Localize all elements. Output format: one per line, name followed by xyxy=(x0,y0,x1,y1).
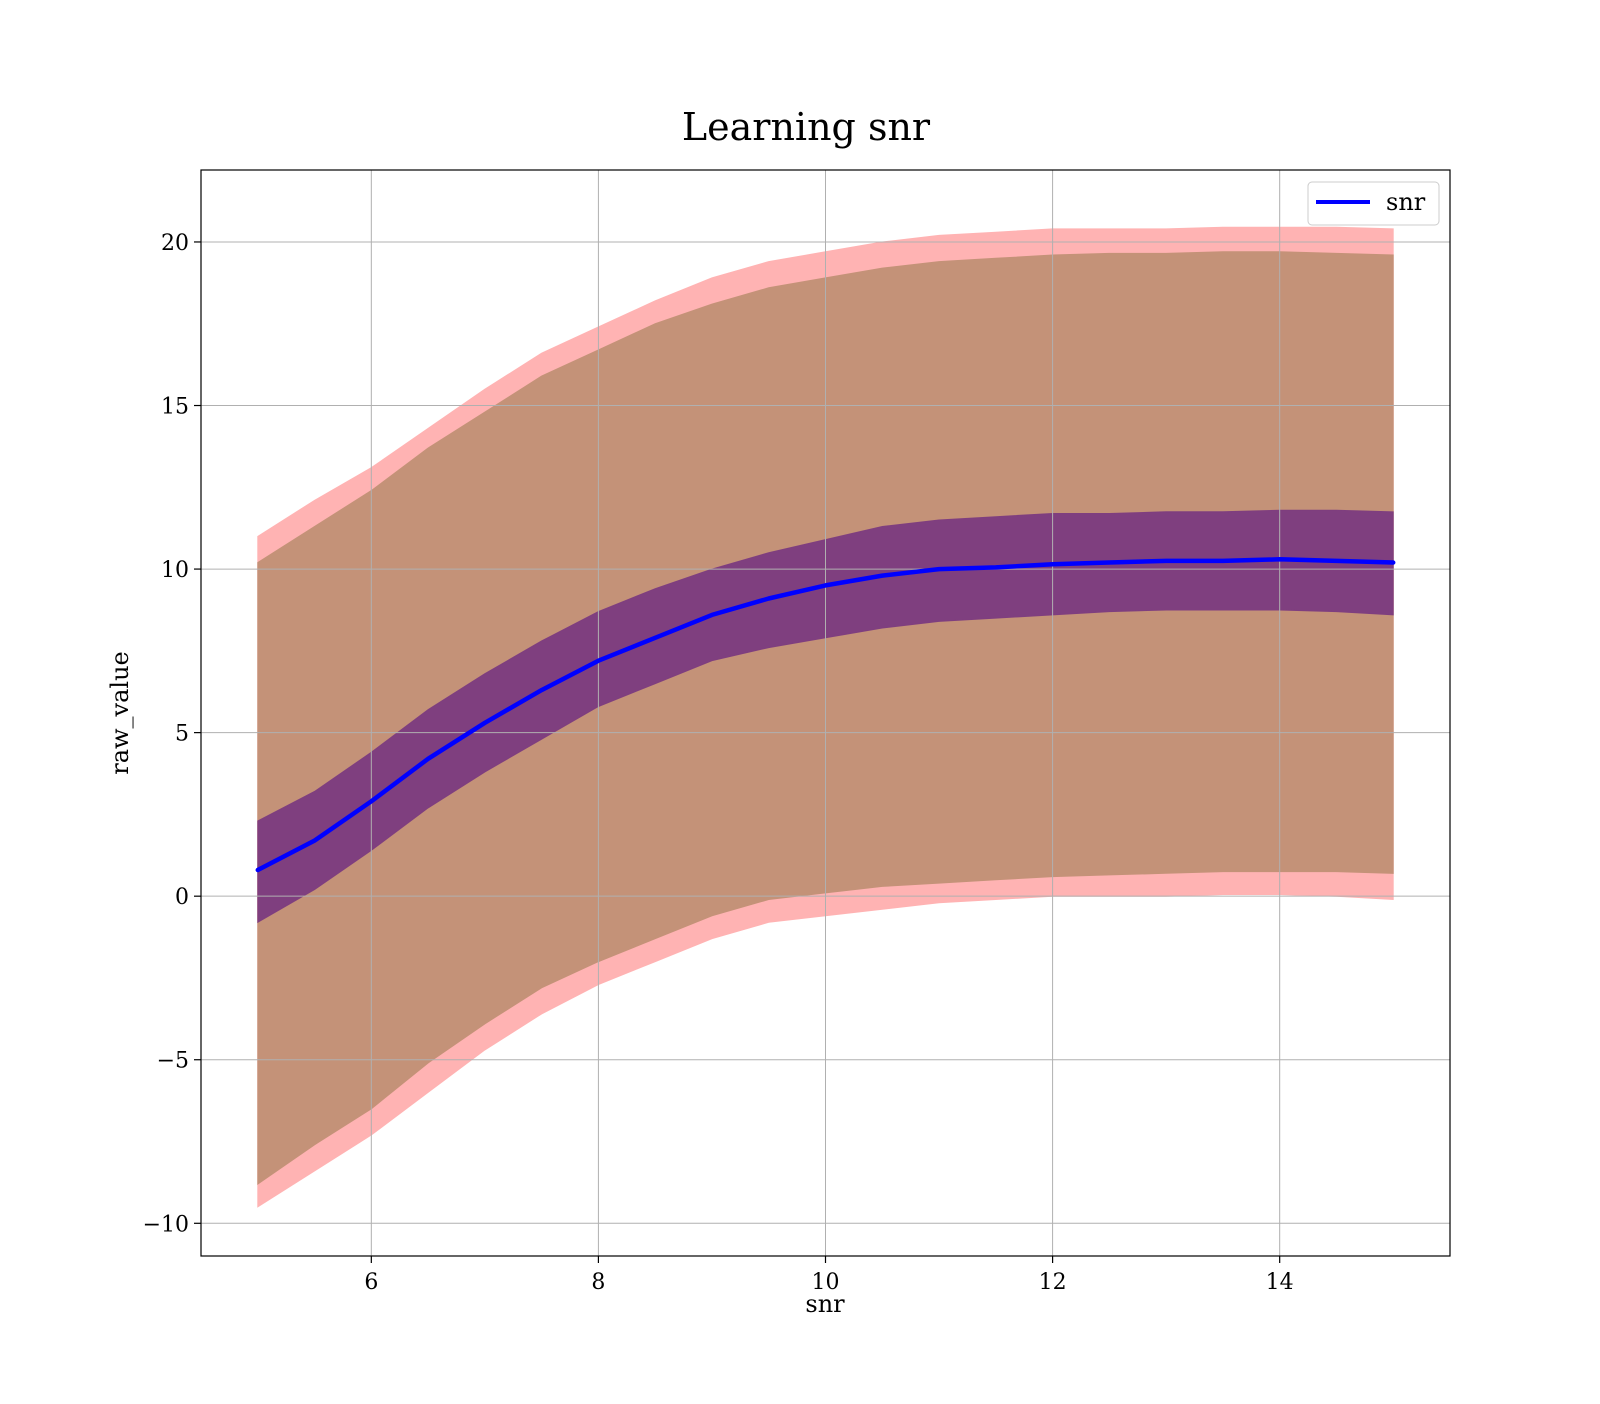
grid-layer xyxy=(201,170,1450,1256)
x-axis-label: snr xyxy=(805,1290,845,1318)
x-tick-label: 12 xyxy=(1039,1270,1067,1295)
lines-layer xyxy=(255,557,1396,873)
ticks-layer: 6 8 10 12 14 −10 −5 0 5 10 15 20 xyxy=(143,231,1294,1295)
y-tick-label: 10 xyxy=(161,558,189,583)
plot-area xyxy=(200,169,1451,1257)
legend-label-snr: snr xyxy=(1386,188,1426,216)
y-tick-label: 0 xyxy=(175,885,189,910)
y-tick-label: −10 xyxy=(143,1212,189,1237)
x-tick-label: 6 xyxy=(364,1270,378,1295)
y-tick-label: −5 xyxy=(157,1049,189,1074)
x-tick-label: 8 xyxy=(591,1270,605,1295)
legend-box xyxy=(1307,181,1440,226)
legend: snr xyxy=(1307,181,1440,226)
series-line-snr xyxy=(255,557,1396,873)
y-axis-label: raw_value xyxy=(106,651,134,775)
chart-title: Learning snr xyxy=(682,105,931,149)
x-tick-label: 10 xyxy=(812,1270,840,1295)
y-tick-label: 5 xyxy=(175,722,189,747)
y-tick-label: 15 xyxy=(161,395,189,420)
y-tick-label: 20 xyxy=(161,231,189,256)
x-tick-label: 14 xyxy=(1266,1270,1294,1295)
